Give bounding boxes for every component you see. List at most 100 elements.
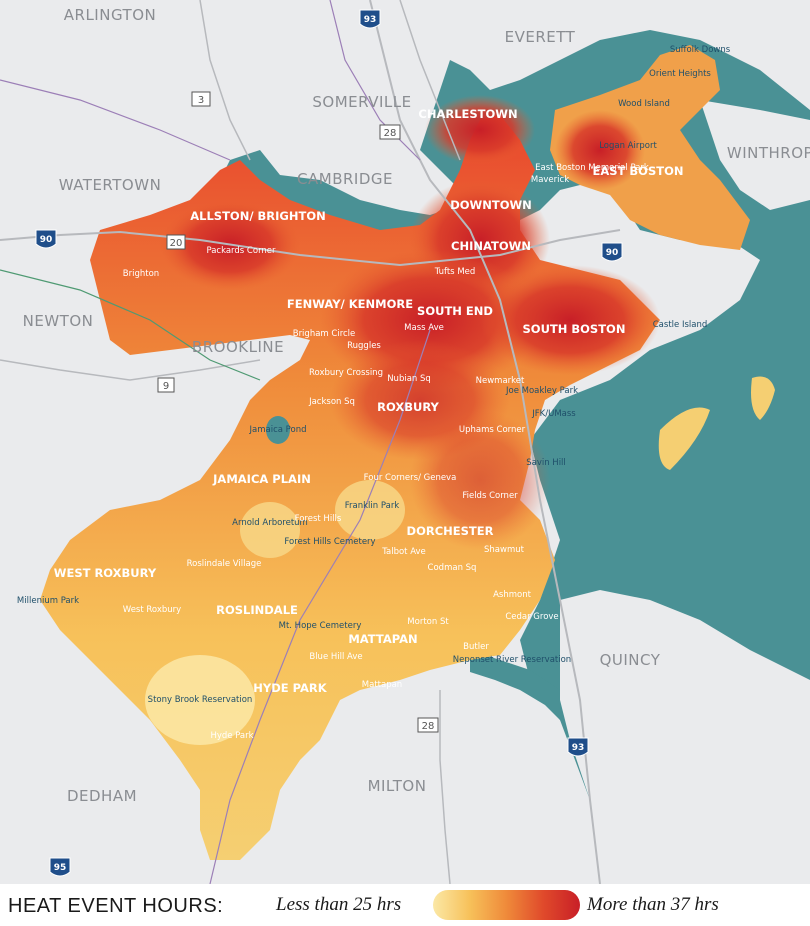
- town-arlington: ARLINGTON: [64, 6, 156, 24]
- place-neponset-river-reservation: Neponset River Reservation: [453, 655, 571, 665]
- place-east-boston-memorial-park: East Boston Memorial Park: [535, 163, 649, 173]
- heat-map: 93 90 90 20 3 28 28 9 93 95 ARLINGTON EV…: [0, 0, 810, 884]
- east-boston-hotspot: [555, 110, 645, 190]
- roads: [0, 0, 621, 884]
- hood-south-end: SOUTH END: [417, 304, 493, 318]
- hood-dorchester: DORCHESTER: [407, 524, 494, 538]
- place-suffolk-downs: Suffolk Downs: [670, 45, 731, 55]
- route-3-label: 3: [198, 95, 204, 106]
- place-packards-corner: Packards Corner: [206, 246, 276, 256]
- place-blue-hill-ave: Blue Hill Ave: [309, 652, 362, 662]
- arboretum-cool: [240, 502, 300, 558]
- town-newton: NEWTON: [23, 312, 94, 330]
- south-boston-hotspot: [480, 265, 660, 375]
- place-codman-sq: Codman Sq: [428, 563, 477, 573]
- route-28-south-label: 28: [422, 721, 435, 732]
- place-joe-moakley-park: Joe Moakley Park: [505, 386, 578, 396]
- place-brigham-circle: Brigham Circle: [293, 329, 356, 339]
- place-hyde-park: Hyde Park: [210, 731, 253, 741]
- quincy-land: [560, 590, 810, 884]
- place-franklin-park: Franklin Park: [345, 501, 400, 511]
- place-brighton: Brighton: [123, 269, 159, 279]
- town-watertown: WATERTOWN: [59, 176, 162, 194]
- town-everett: EVERETT: [505, 28, 576, 46]
- town-winthrop: WINTHROP: [727, 144, 810, 162]
- franklin-park-cool: [335, 480, 405, 540]
- place-forest-hills: Forest Hills: [295, 514, 342, 524]
- place-cedar-grove: Cedar Grove: [505, 612, 558, 622]
- charlestown-hotspot: [425, 95, 535, 165]
- stony-brook-cool: [145, 655, 255, 745]
- hwy-90-label: 90: [40, 235, 53, 245]
- place-arnold-arboretum: Arnold Arboretum: [232, 518, 308, 528]
- legend: HEAT EVENT HOURS: Less than 25 hrs More …: [0, 884, 810, 926]
- place-jamaica-pond: Jamaica Pond: [249, 425, 307, 435]
- highway-90-east-shield: 90: [601, 242, 623, 262]
- place-shawmut: Shawmut: [484, 545, 525, 555]
- hwy-95-label: 95: [54, 863, 67, 873]
- hood-west-roxbury: WEST ROXBURY: [54, 566, 157, 580]
- route-9-shield: 9: [157, 377, 175, 393]
- town-milton: MILTON: [368, 777, 427, 795]
- place-morton-st: Morton St: [407, 617, 449, 627]
- hood-hyde-park: HYDE PARK: [253, 681, 327, 695]
- hood-downtown: DOWNTOWN: [450, 198, 532, 212]
- hwy-93-label: 93: [364, 15, 377, 25]
- highway-93-north-shield: 93: [359, 9, 381, 29]
- highway-93-south-shield: 93: [567, 737, 589, 757]
- place-roxbury-crossing: Roxbury Crossing: [309, 368, 383, 378]
- town-brookline: BROOKLINE: [192, 338, 284, 356]
- legend-title: HEAT EVENT HOURS:: [8, 895, 224, 917]
- route-20-shield: 20: [166, 234, 186, 250]
- place-orient-heights: Orient Heights: [649, 69, 711, 79]
- place-ruggles: Ruggles: [347, 341, 381, 351]
- route-20-label: 20: [170, 238, 183, 249]
- place-newmarket: Newmarket: [476, 376, 525, 386]
- route-3-shield: 3: [191, 91, 211, 107]
- place-uphams-corner: Uphams Corner: [459, 425, 526, 435]
- hood-mattapan: MATTAPAN: [348, 632, 417, 646]
- legend-high-label: More than 37 hrs: [587, 894, 719, 915]
- hwy-90-east-label: 90: [606, 248, 619, 258]
- place-forest-hills-cemetery: Forest Hills Cemetery: [284, 537, 375, 547]
- hood-jamaica-plain: JAMAICA PLAIN: [212, 472, 311, 486]
- hood-charlestown: CHARLESTOWN: [418, 107, 517, 121]
- neponset-river: [470, 650, 580, 730]
- place-savin-hill: Savin Hill: [526, 458, 566, 468]
- legend-low-label: Less than 25 hrs: [276, 894, 402, 915]
- highway-95-shield: 95: [49, 857, 71, 877]
- island-long: [658, 407, 710, 470]
- hood-chinatown: CHINATOWN: [451, 239, 531, 253]
- place-ashmont: Ashmont: [493, 590, 531, 600]
- place-maverick: Maverick: [531, 175, 569, 185]
- place-tufts-med: Tufts Med: [434, 267, 476, 277]
- hwy-93-south-label: 93: [572, 743, 585, 753]
- town-cambridge: CAMBRIDGE: [297, 170, 393, 188]
- place-millenium-park: Millenium Park: [17, 596, 79, 606]
- island-spectacle: [751, 376, 775, 420]
- town-quincy: QUINCY: [600, 651, 661, 669]
- dorchester-hotspot: [410, 410, 550, 550]
- place-butler: Butler: [463, 642, 489, 652]
- place-nubian-sq: Nubian Sq: [387, 374, 431, 384]
- winthrop-land: [700, 100, 810, 210]
- place-mt-hope-cemetery: Mt. Hope Cemetery: [279, 621, 362, 631]
- hood-fenway-kenmore: FENWAY/ KENMORE: [287, 297, 413, 311]
- hood-south-boston: SOUTH BOSTON: [523, 322, 626, 336]
- east-boston-heat: [550, 45, 750, 250]
- town-dedham: DEDHAM: [67, 787, 137, 805]
- route-9-label: 9: [163, 381, 169, 392]
- legend-color-bar: [433, 890, 580, 920]
- place-wood-island: Wood Island: [618, 99, 670, 109]
- place-stony-brook-reservation: Stony Brook Reservation: [148, 695, 253, 705]
- place-castle-island: Castle Island: [653, 320, 708, 330]
- hood-roslindale: ROSLINDALE: [216, 603, 298, 617]
- place-roslindale-village: Roslindale Village: [187, 559, 262, 569]
- place-four-corners-geneva: Four Corners/ Geneva: [364, 473, 457, 483]
- place-talbot-ave: Talbot Ave: [381, 547, 426, 557]
- place-mattapan: Mattapan: [362, 680, 402, 690]
- place-fields-corner: Fields Corner: [462, 491, 518, 501]
- hood-allston-brighton: ALLSTON/ BRIGHTON: [190, 209, 326, 223]
- route-28-label: 28: [384, 128, 397, 139]
- place-jfk-umass: JFK/UMass: [531, 409, 576, 419]
